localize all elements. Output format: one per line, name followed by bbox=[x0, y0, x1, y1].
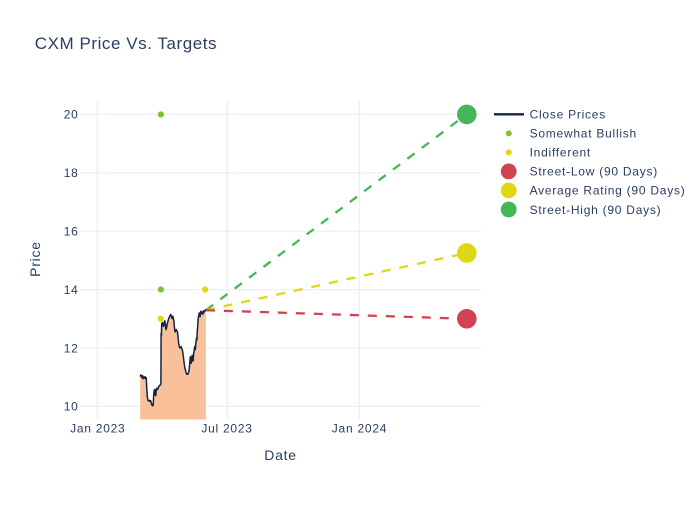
svg-text:Street-Low (90 Days): Street-Low (90 Days) bbox=[530, 165, 658, 179]
svg-text:Street-High (90 Days): Street-High (90 Days) bbox=[530, 203, 662, 217]
svg-text:16: 16 bbox=[64, 225, 79, 239]
svg-text:Price: Price bbox=[27, 241, 43, 277]
svg-text:12: 12 bbox=[64, 341, 79, 355]
svg-text:Jan 2024: Jan 2024 bbox=[332, 422, 387, 436]
svg-text:Date: Date bbox=[264, 447, 297, 463]
svg-text:Close Prices: Close Prices bbox=[530, 108, 606, 122]
svg-text:CXM Price Vs. Targets: CXM Price Vs. Targets bbox=[35, 34, 217, 53]
svg-text:14: 14 bbox=[64, 283, 79, 297]
svg-text:10: 10 bbox=[64, 400, 79, 414]
svg-text:Average Rating (90 Days): Average Rating (90 Days) bbox=[530, 184, 686, 198]
svg-text:20: 20 bbox=[64, 108, 79, 122]
svg-text:Indifferent: Indifferent bbox=[530, 146, 591, 160]
svg-text:Jan 2023: Jan 2023 bbox=[70, 422, 125, 436]
svg-text:Jul 2023: Jul 2023 bbox=[201, 422, 252, 436]
svg-text:Somewhat Bullish: Somewhat Bullish bbox=[530, 127, 637, 141]
svg-text:18: 18 bbox=[64, 166, 79, 180]
